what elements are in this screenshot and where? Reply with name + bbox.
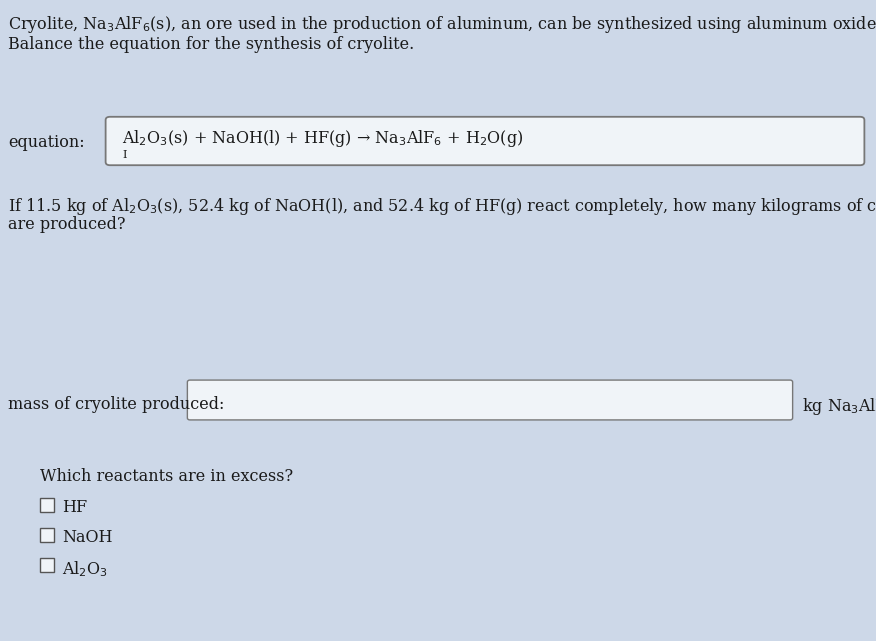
Text: HF: HF [62, 499, 87, 516]
Text: If 11.5 kg of Al$_2$O$_3$(s), 52.4 kg of NaOH(l), and 52.4 kg of HF(g) react com: If 11.5 kg of Al$_2$O$_3$(s), 52.4 kg of… [8, 196, 876, 217]
Text: Al$_2$O$_3$: Al$_2$O$_3$ [62, 559, 108, 579]
Text: Cryolite, Na$_3$AlF$_6$(s), an ore used in the production of aluminum, can be sy: Cryolite, Na$_3$AlF$_6$(s), an ore used … [8, 14, 876, 35]
Text: NaOH: NaOH [62, 529, 112, 546]
Text: mass of cryolite produced:: mass of cryolite produced: [8, 396, 224, 413]
Text: equation:: equation: [8, 134, 85, 151]
Text: Which reactants are in excess?: Which reactants are in excess? [40, 468, 293, 485]
Text: Al$_2$O$_3$(s) + NaOH(l) + HF(g) → Na$_3$AlF$_6$ + H$_2$O(g): Al$_2$O$_3$(s) + NaOH(l) + HF(g) → Na$_3… [122, 128, 524, 149]
Text: are produced?: are produced? [8, 216, 125, 233]
Text: I: I [122, 150, 126, 160]
Text: Balance the equation for the synthesis of cryolite.: Balance the equation for the synthesis o… [8, 36, 414, 53]
Text: kg Na$_3$AlF$_6$: kg Na$_3$AlF$_6$ [802, 396, 876, 417]
